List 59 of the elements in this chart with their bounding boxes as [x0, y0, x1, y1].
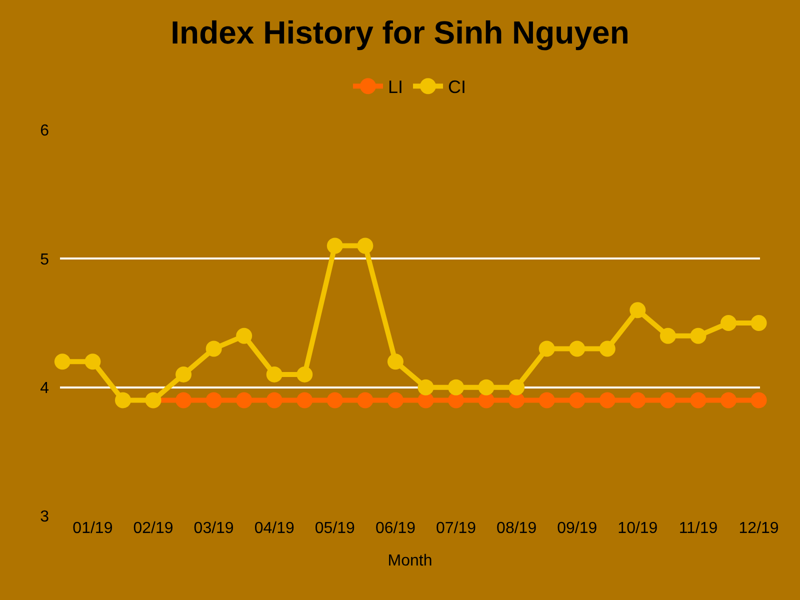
x-tick-label: 02/19	[133, 520, 174, 537]
y-tick-label: 4	[40, 380, 50, 397]
x-tick-label: 05/19	[314, 520, 356, 537]
point	[750, 315, 767, 331]
x-tick-label: 09/19	[557, 520, 598, 537]
point	[54, 354, 70, 370]
point	[206, 340, 222, 357]
point	[538, 340, 555, 357]
point	[84, 354, 101, 370]
x-tick-label: 01/19	[72, 520, 113, 537]
point	[418, 379, 434, 396]
point	[266, 366, 282, 382]
point	[599, 392, 616, 408]
point	[326, 238, 343, 254]
point	[387, 392, 404, 408]
x-tick-label: 03/19	[194, 520, 234, 537]
point	[508, 379, 525, 396]
legend-label: LI	[388, 77, 404, 98]
point	[296, 366, 313, 382]
point	[236, 328, 252, 344]
point	[236, 392, 252, 408]
point	[660, 328, 676, 344]
x-axis-title: Month	[388, 552, 432, 570]
point	[720, 315, 737, 331]
y-tick-label: 3	[40, 508, 50, 526]
point	[720, 392, 737, 408]
x-tick-label: 10/19	[618, 520, 658, 537]
y-tick-label: 6	[40, 122, 50, 140]
point	[357, 392, 374, 408]
point	[569, 392, 586, 408]
y-tick-label: 5	[40, 251, 50, 268]
point	[660, 392, 676, 408]
point	[357, 238, 374, 254]
point	[206, 392, 222, 408]
point	[114, 392, 131, 408]
point	[266, 392, 282, 408]
x-tick-label: 06/19	[375, 520, 416, 537]
point	[690, 392, 706, 408]
point	[296, 392, 313, 408]
point	[448, 379, 464, 396]
x-tick-label: 12/19	[738, 520, 779, 537]
point	[326, 392, 343, 408]
point	[750, 392, 767, 408]
x-tick-label: 11/19	[678, 520, 718, 537]
point	[387, 354, 404, 370]
point	[176, 366, 192, 382]
x-tick-label: 04/19	[254, 520, 294, 537]
point	[690, 328, 706, 344]
point	[176, 392, 192, 408]
point	[569, 340, 586, 357]
point	[538, 392, 555, 408]
chart-title: Index History for Sinh Nguyen	[170, 14, 630, 50]
x-tick-label: 07/19	[436, 520, 476, 537]
point	[630, 302, 646, 318]
point	[630, 392, 646, 408]
x-tick-label: 08/19	[496, 520, 537, 537]
legend-label: CI	[448, 77, 466, 98]
point	[478, 379, 494, 396]
point	[599, 340, 616, 357]
